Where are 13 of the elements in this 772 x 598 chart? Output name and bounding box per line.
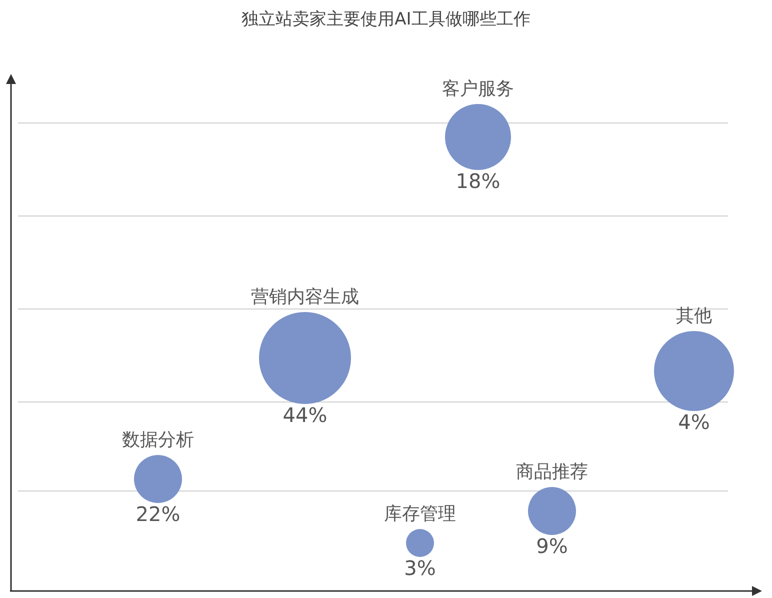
data-label: 4% (678, 410, 710, 434)
category-label: 其他 (676, 306, 712, 327)
data-label: 22% (136, 502, 180, 526)
category-label: 营销内容生成 (251, 286, 359, 308)
category-label: 数据分析 (122, 430, 194, 451)
data-label: 44% (282, 403, 328, 428)
category-label: 库存管理 (384, 504, 456, 525)
category-label: 商品推荐 (516, 462, 588, 483)
category-label: 客户服务 (442, 78, 514, 100)
data-label: 18% (456, 169, 500, 194)
text: 独立站卖家主要使用AI工具做哪些工作 (242, 9, 530, 30)
data-label: 3% (404, 556, 436, 580)
data-label: 9% (536, 534, 568, 558)
